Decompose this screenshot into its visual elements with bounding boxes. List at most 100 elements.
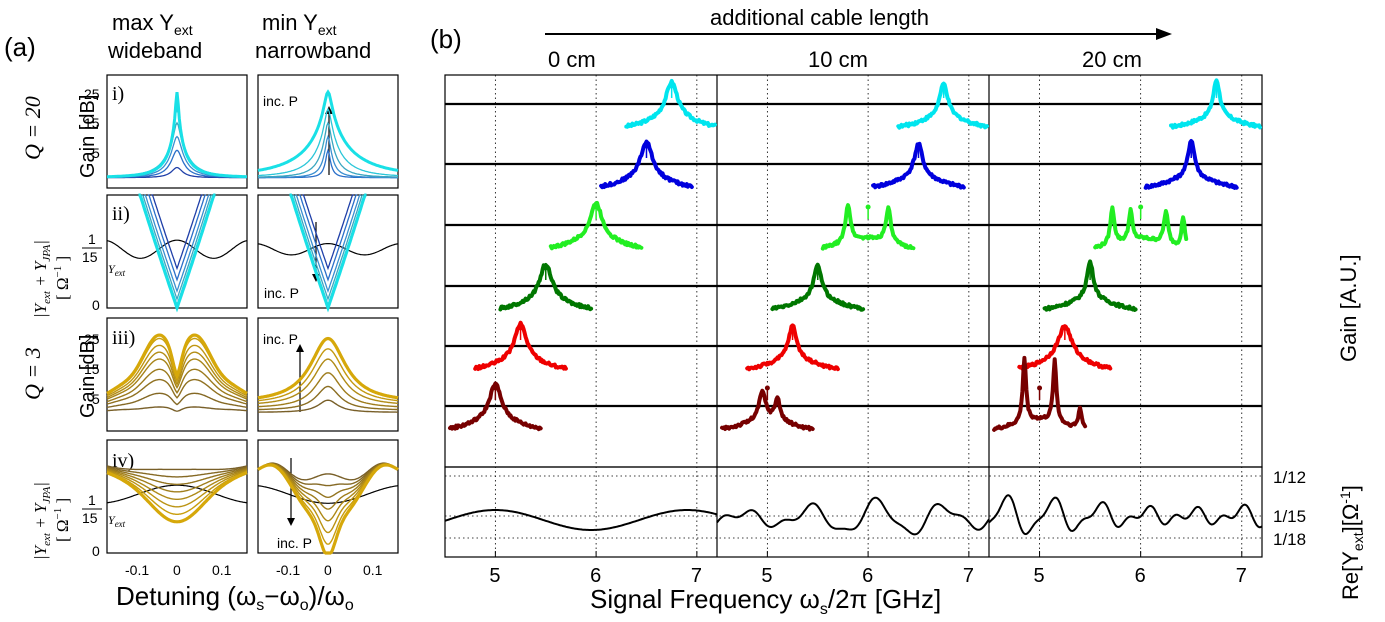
inc-p-label-1: inc. P [263, 93, 298, 109]
a-ii-min-yext [257, 243, 399, 256]
a-ii-min-series-1 [298, 194, 358, 282]
a-ii-min-series-2 [295, 194, 361, 294]
b-pump-dot-2-col-0 [593, 204, 599, 210]
b-pump-dot-4-col-1 [790, 325, 796, 331]
cable-arrowhead [1156, 28, 1172, 40]
b-pump-dot-5-col-0 [492, 385, 498, 391]
b-trace-4-col-1 [745, 323, 840, 372]
a-iii-min-series-1 [258, 385, 398, 411]
b-xticks: 5 6 7 5 6 7 5 6 7 [489, 551, 1247, 587]
a-iv-min-yext [257, 485, 399, 504]
re-tick-12: 1/12 [1273, 468, 1306, 487]
adm-ylabel-2: |Yext + YJPA| [ Ω−1 ] [31, 482, 72, 560]
b-xtick-label-2-1: 6 [1135, 565, 1146, 587]
a-iii-min-series-2 [258, 372, 398, 408]
a-xlabel: Detuning (ωs−ωo)/ωo [116, 581, 354, 614]
a-ii-max-series-2 [144, 194, 210, 294]
b-xlabel: Signal Frequency ωs/2π [GHz] [590, 584, 941, 618]
b-pump-dot-4-col-2 [1062, 325, 1068, 331]
b-pump-dot-1-col-1 [915, 143, 921, 149]
b-pump-dot-1-col-2 [1188, 143, 1194, 149]
svg-text:|Yext + YJPA|: |Yext + YJPA| [31, 482, 53, 560]
col-max-title: max Yext [112, 10, 193, 38]
a-iv-max-series-4 [106, 469, 248, 500]
roman-ii: ii) [112, 203, 130, 225]
inc-p-label-2: inc. P [264, 285, 299, 301]
col-title-20cm: 20 cm [1082, 47, 1142, 72]
b-pump-dot-0-col-2 [1214, 83, 1219, 89]
a-i-min-series-1 [258, 134, 398, 179]
b-re-ylabel: Re[Yext][Ω-1] [1337, 485, 1366, 600]
svg-text:|Yext + YJPA|: |Yext + YJPA| [31, 240, 53, 318]
a-iii-max-series-3 [106, 368, 248, 403]
a-iv-min-series-5 [257, 463, 399, 534]
b-pump-dot-2-col-1 [865, 204, 871, 210]
a-iv-max-yext [106, 484, 248, 504]
b-xtick-label-2-2: 7 [1236, 565, 1247, 587]
b-pump-dot-4-col-0 [518, 325, 524, 331]
a-i-min-series-3 [258, 107, 398, 177]
a-iii-min-series-3 [257, 358, 399, 405]
a-iii-max-series-5 [106, 351, 248, 399]
a-iv-max-series-2 [106, 467, 248, 486]
col-min-title: min Yext [262, 10, 337, 38]
roman-iii: iii) [112, 327, 135, 349]
subplot-iii-min [257, 317, 399, 432]
a-iv-max-series-7 [106, 471, 248, 524]
b-xtick-label-1-1: 6 [862, 565, 873, 587]
a-xticks-min: -0.1 0 0.1 [276, 562, 383, 578]
a-iv-min-series-4 [257, 463, 399, 522]
b-trace-2-col-1 [820, 203, 916, 251]
svg-text:0: 0 [92, 297, 100, 313]
re-tick-18: 1/18 [1273, 530, 1306, 549]
panel-a: (a) max Yext wideband min Yext narrowban… [4, 10, 399, 614]
svg-text:25: 25 [84, 331, 100, 347]
b-trace-3-col-0 [498, 263, 594, 312]
b-gain-frame [444, 74, 1263, 468]
b-xtick-label-0-0: 5 [489, 565, 500, 587]
svg-text:15: 15 [84, 361, 100, 377]
svg-text:5: 5 [92, 145, 100, 161]
b-pump-dot-2-col-2 [1138, 204, 1144, 210]
col-min-subtitle: narrowband [255, 38, 371, 63]
col-title-0cm: 0 cm [548, 47, 596, 72]
q3-label: Q = 3 [20, 347, 45, 400]
b-re-curve-col-0 [444, 509, 718, 531]
b-trace-5-col-2 [992, 355, 1088, 432]
svg-text:[ Ω−1 ]: [ Ω−1 ] [52, 498, 72, 542]
a-ii-min-series-0 [302, 194, 354, 271]
svg-text:15: 15 [82, 510, 98, 526]
b-trace-3-col-1 [770, 262, 866, 312]
a-iii-max-series-8 [106, 333, 248, 395]
a-ii-max-series-1 [147, 194, 207, 282]
gain-ylabel-2: Gain [dB] [77, 335, 99, 418]
gain-ticks-i: 25 15 5 [84, 86, 100, 161]
svg-text:-0.1: -0.1 [276, 562, 300, 578]
a-iv-max-series-6 [106, 471, 248, 515]
a-iv-max-series-3 [106, 468, 248, 493]
a-ii-max-series-3 [141, 194, 213, 301]
roman-i: i) [112, 83, 124, 105]
a-ii-max-series-5 [138, 193, 216, 313]
a-i-min-series-2 [258, 121, 398, 178]
a-iii-min-series-5 [257, 336, 399, 400]
b-xtick-label-1-0: 5 [761, 565, 772, 587]
b-traces [448, 78, 1262, 432]
svg-text:0.1: 0.1 [363, 562, 383, 578]
b-xtick-label-2-0: 5 [1034, 565, 1045, 587]
b-trace-1-col-0 [599, 139, 694, 190]
a-xticks-max: -0.1 0 0.1 [125, 562, 232, 578]
panel-b: (b) additional cable length 0 cm 10 cm 2… [430, 5, 1366, 618]
b-re-frame [444, 466, 1263, 558]
b-re-curve-col-1 [716, 496, 990, 536]
svg-text:1: 1 [88, 231, 96, 247]
a-ii-min-series-5 [289, 193, 367, 313]
subplot-i-max [106, 74, 248, 189]
b-pump-dot-1-col-0 [643, 143, 649, 149]
col-title-10cm: 10 cm [808, 47, 868, 72]
b-pump-dot-3-col-0 [543, 265, 549, 271]
b-pump-dot-5-col-1 [764, 385, 770, 391]
a-i-max-series-4 [106, 106, 248, 178]
inc-p-label-3: inc. P [263, 331, 298, 347]
